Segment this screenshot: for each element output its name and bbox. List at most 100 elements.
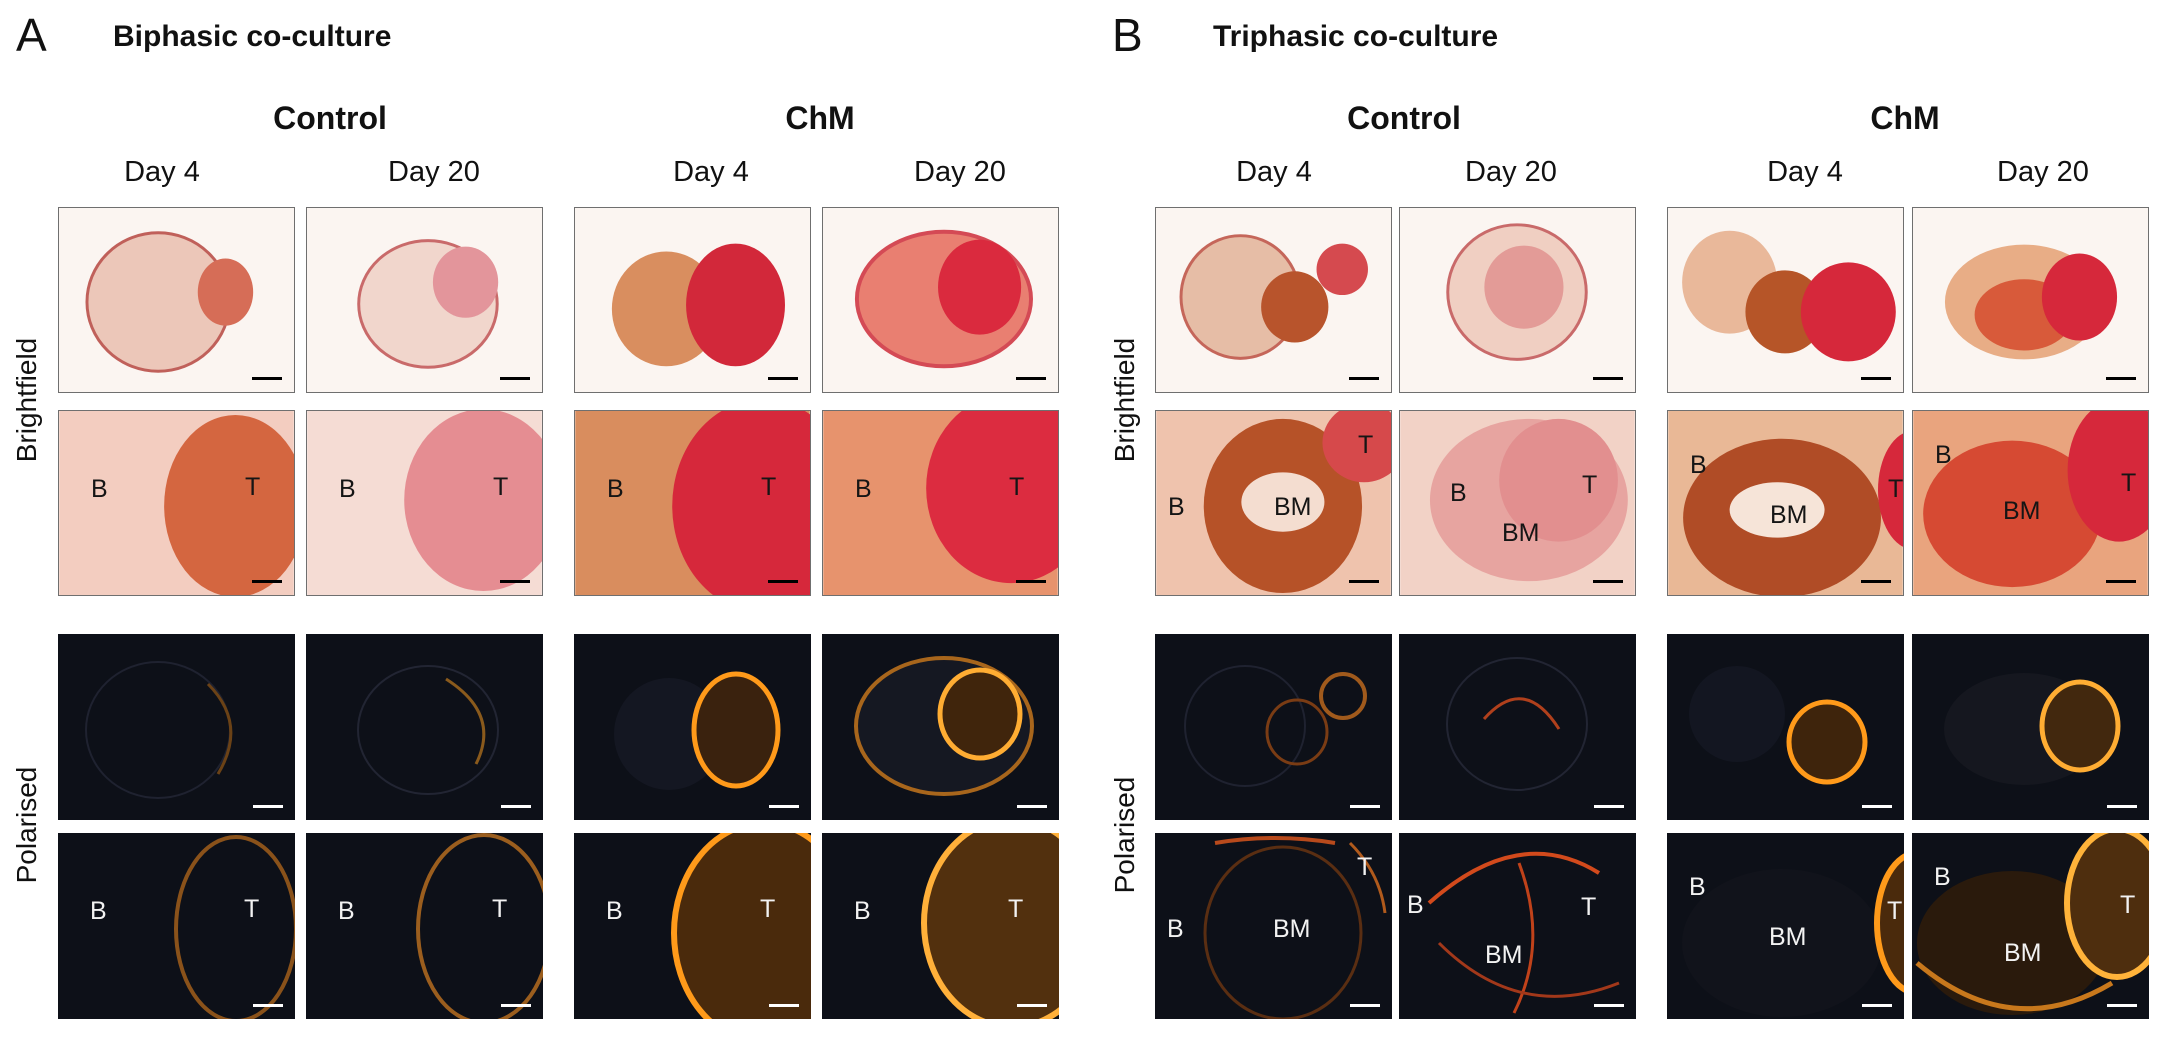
micrograph-a-chm-day4-brightfield <box>574 207 811 393</box>
region-label-bone: B <box>607 475 624 503</box>
micrograph-b-control-day20-polarised-zoom: B BM T <box>1399 833 1636 1019</box>
region-label-bone: B <box>1407 891 1424 919</box>
region-label-bone: B <box>1689 873 1706 901</box>
panel-title-a: Biphasic co-culture <box>113 20 392 53</box>
day-label-a-control-20: Day 20 <box>388 156 480 188</box>
micrograph-a-control-day4-brightfield-zoom: B T <box>58 410 295 596</box>
day-label-a-chm-4: Day 4 <box>673 156 749 188</box>
region-label-bone: B <box>1450 479 1467 507</box>
region-label-tendon: T <box>760 895 776 923</box>
region-label-tendon: T <box>1358 431 1374 459</box>
scale-bar <box>769 805 799 808</box>
region-label-bone: B <box>339 475 356 503</box>
micrograph-a-chm-day20-polarised-zoom: B T <box>822 833 1059 1019</box>
region-label-bone-marrow: BM <box>1274 493 1312 521</box>
scale-bar <box>2106 377 2136 380</box>
region-label-tendon: T <box>1888 475 1904 503</box>
scale-bar <box>1016 580 1046 583</box>
micrograph-a-chm-day4-brightfield-zoom: B T <box>574 410 811 596</box>
scale-bar <box>1862 1004 1892 1007</box>
micrograph-b-chm-day4-brightfield-zoom: B BM T <box>1667 410 1904 596</box>
scale-bar <box>501 1004 531 1007</box>
row-label-b-polarised: Polarised <box>1109 776 1140 894</box>
panel-letter-b: B <box>1112 9 1143 61</box>
micrograph-a-control-day20-polarised <box>306 634 543 820</box>
scale-bar <box>1349 377 1379 380</box>
region-label-tendon: T <box>1009 473 1025 501</box>
region-label-bone-marrow: BM <box>1485 941 1523 969</box>
scale-bar <box>1017 805 1047 808</box>
scale-bar <box>2107 1004 2137 1007</box>
micrograph-b-control-day4-polarised-zoom: B BM T <box>1155 833 1392 1019</box>
region-label-bone-marrow: BM <box>1502 519 1540 547</box>
micrograph-a-chm-day4-polarised <box>574 634 811 820</box>
scale-bar <box>252 580 282 583</box>
micrograph-a-control-day20-brightfield <box>306 207 543 393</box>
region-label-tendon: T <box>2120 891 2136 919</box>
region-label-tendon: T <box>245 473 261 501</box>
scale-bar <box>1862 805 1892 808</box>
region-label-bone-marrow: BM <box>1770 501 1808 529</box>
region-label-bone: B <box>1167 915 1184 943</box>
region-label-tendon: T <box>244 895 260 923</box>
day-label-b-control-20: Day 20 <box>1465 156 1557 188</box>
micrograph-b-chm-day4-polarised <box>1667 634 1904 820</box>
row-label-a-brightfield: Brightfield <box>11 337 42 463</box>
scale-bar <box>500 580 530 583</box>
region-label-tendon: T <box>2121 469 2137 497</box>
region-label-bone: B <box>90 897 107 925</box>
day-label-a-chm-20: Day 20 <box>914 156 1006 188</box>
micrograph-a-chm-day20-polarised <box>822 634 1059 820</box>
scale-bar <box>1594 805 1624 808</box>
scale-bar <box>2106 580 2136 583</box>
region-label-bone: B <box>1934 863 1951 891</box>
day-label-a-control-4: Day 4 <box>124 156 200 188</box>
micrograph-b-control-day4-brightfield <box>1155 207 1392 393</box>
micrograph-b-chm-day20-polarised-zoom: B BM T <box>1912 833 2149 1019</box>
region-label-tendon: T <box>493 473 509 501</box>
scale-bar <box>1350 805 1380 808</box>
micrograph-a-chm-day20-brightfield-zoom: B T <box>822 410 1059 596</box>
region-label-bone: B <box>91 475 108 503</box>
region-label-tendon: T <box>1582 471 1598 499</box>
region-label-bone-marrow: BM <box>2004 939 2042 967</box>
micrograph-a-control-day4-polarised <box>58 634 295 820</box>
micrograph-a-control-day4-brightfield <box>58 207 295 393</box>
scale-bar <box>768 377 798 380</box>
scale-bar <box>252 377 282 380</box>
scale-bar <box>1594 1004 1624 1007</box>
scale-bar <box>500 377 530 380</box>
region-label-bone: B <box>1935 441 1952 469</box>
micrograph-b-control-day20-brightfield <box>1399 207 1636 393</box>
scale-bar <box>2107 805 2137 808</box>
region-label-tendon: T <box>761 473 777 501</box>
micrograph-a-chm-day4-polarised-zoom: B T <box>574 833 811 1019</box>
group-title-b-chm: ChM <box>1870 100 1940 136</box>
micrograph-b-chm-day20-polarised <box>1912 634 2149 820</box>
scale-bar <box>769 1004 799 1007</box>
micrograph-b-chm-day4-brightfield <box>1667 207 1904 393</box>
region-label-tendon: T <box>1581 893 1597 921</box>
region-label-bone-marrow: BM <box>1273 915 1311 943</box>
scale-bar <box>253 1004 283 1007</box>
micrograph-b-chm-day20-brightfield <box>1912 207 2149 393</box>
scale-bar <box>768 580 798 583</box>
micrograph-b-chm-day20-brightfield-zoom: B BM T <box>1912 410 2149 596</box>
region-label-bone: B <box>855 475 872 503</box>
region-label-bone: B <box>606 897 623 925</box>
region-label-bone: B <box>1168 493 1185 521</box>
group-title-a-control: Control <box>273 100 387 136</box>
region-label-bone: B <box>338 897 355 925</box>
row-label-b-brightfield: Brightfield <box>1109 337 1140 463</box>
scale-bar <box>1861 580 1891 583</box>
micrograph-a-chm-day20-brightfield <box>822 207 1059 393</box>
region-label-bone: B <box>1690 451 1707 479</box>
region-label-bone: B <box>854 897 871 925</box>
scale-bar <box>253 805 283 808</box>
micrograph-a-control-day20-brightfield-zoom: B T <box>306 410 543 596</box>
day-label-b-chm-20: Day 20 <box>1997 156 2089 188</box>
scale-bar <box>1861 377 1891 380</box>
micrograph-b-chm-day4-polarised-zoom: B BM T <box>1667 833 1904 1019</box>
day-label-b-control-4: Day 4 <box>1236 156 1312 188</box>
group-title-b-control: Control <box>1347 100 1461 136</box>
